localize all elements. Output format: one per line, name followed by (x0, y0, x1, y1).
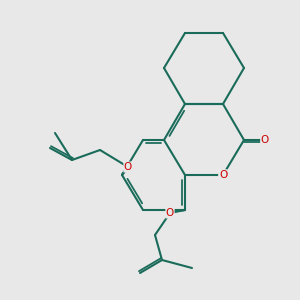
Text: O: O (166, 208, 174, 218)
Text: O: O (261, 135, 269, 145)
Text: O: O (219, 170, 227, 180)
Text: O: O (219, 170, 227, 180)
Text: O: O (124, 162, 132, 172)
Text: O: O (261, 135, 269, 145)
